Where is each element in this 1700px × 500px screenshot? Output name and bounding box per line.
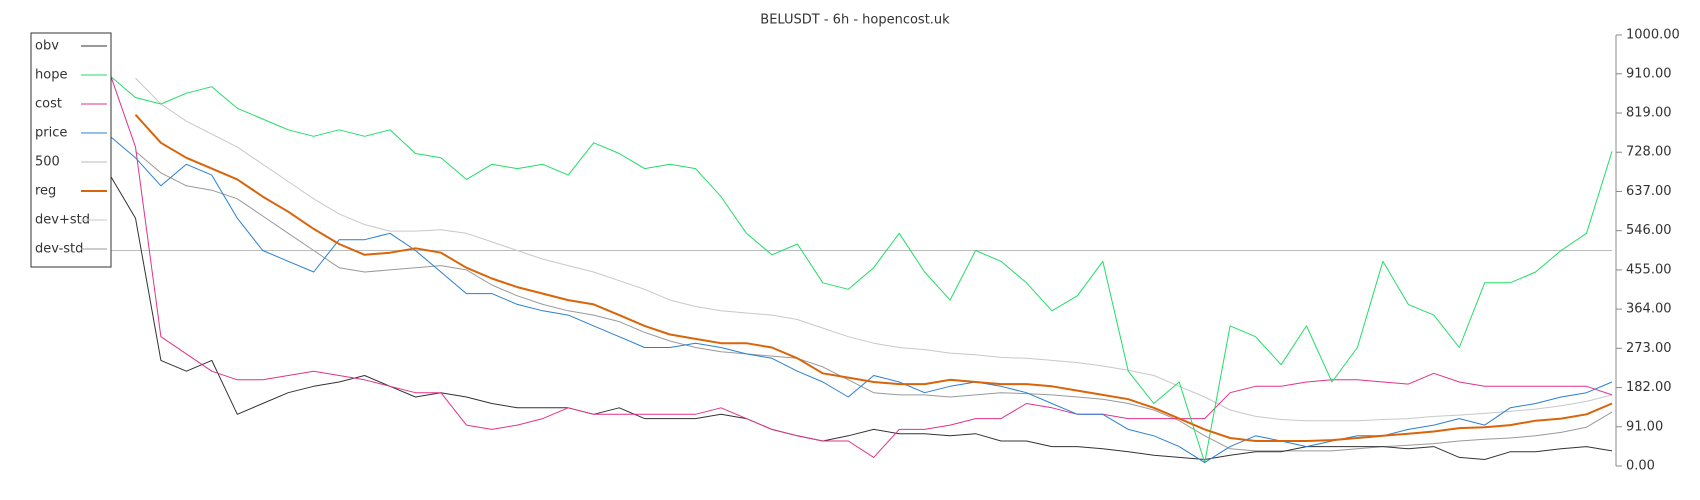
y-tick-label: 546.00 xyxy=(1626,223,1672,238)
legend: obv hope cost price 500 reg dev+std dev-std xyxy=(30,32,112,268)
series-line xyxy=(134,114,1613,442)
legend-label: dev+std xyxy=(35,213,90,228)
y-tick-label: 0.00 xyxy=(1626,459,1655,474)
y-tick-label: 637.00 xyxy=(1626,184,1672,199)
series-line xyxy=(135,151,1613,452)
series-line xyxy=(109,73,1613,458)
y-tick-label: 364.00 xyxy=(1626,302,1672,317)
y-tick-label: 728.00 xyxy=(1626,145,1672,160)
legend-label: dev-std xyxy=(35,242,83,257)
y-tick-label: 273.00 xyxy=(1626,341,1672,356)
y-tick-label: 91.00 xyxy=(1626,419,1663,434)
series-line xyxy=(109,174,1613,460)
series-line xyxy=(135,77,1613,422)
legend-label: price xyxy=(35,126,67,141)
y-tick-label: 1000.00 xyxy=(1626,28,1680,43)
chart-title: BELUSDT - 6h - hopencost.uk xyxy=(760,13,950,28)
series-line xyxy=(109,75,1613,464)
y-tick-label: 182.00 xyxy=(1626,380,1672,395)
y-tick-label: 455.00 xyxy=(1626,262,1672,277)
legend-label: cost xyxy=(35,97,62,112)
y-tick-label: 819.00 xyxy=(1626,106,1672,121)
y-tick-label: 910.00 xyxy=(1626,66,1672,81)
legend-label: hope xyxy=(35,68,67,83)
series-line xyxy=(109,135,1613,464)
legend-label: reg xyxy=(35,184,56,199)
legend-label: obv xyxy=(35,39,59,54)
legend-box xyxy=(30,32,112,268)
legend-label: 500 xyxy=(35,155,60,170)
